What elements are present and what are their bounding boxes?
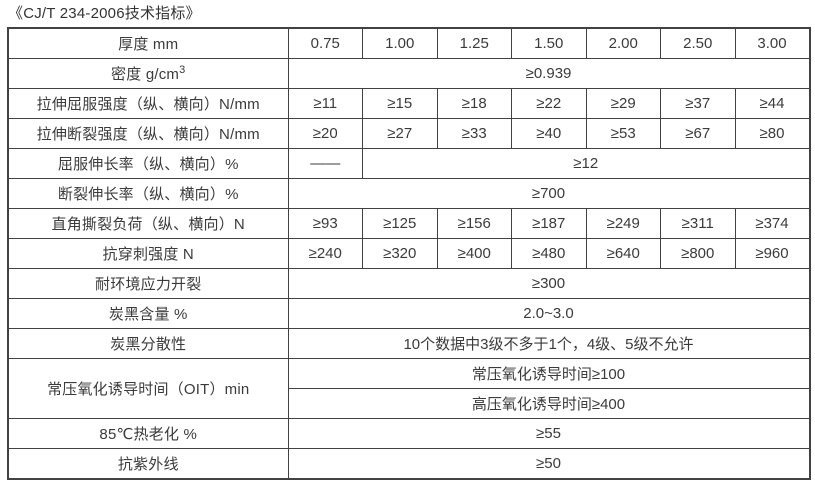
- thickness-value: 0.75: [287, 27, 363, 59]
- row-tensile-yield-strength: 拉伸屈服强度（纵、横向）N/mm ≥11 ≥15 ≥18 ≥22 ≥29 ≥37…: [7, 88, 810, 119]
- row-carbon-black-content: 炭黑含量 % 2.0~3.0: [7, 298, 810, 329]
- thickness-label: 厚度 mm: [7, 27, 289, 59]
- density-label-base: 密度 g/cm: [111, 66, 180, 83]
- tear-load-value: ≥125: [362, 208, 438, 239]
- tensile-break-value: ≥80: [734, 118, 810, 149]
- tensile-yield-value: ≥37: [660, 88, 736, 119]
- tear-load-label: 直角撕裂负荷（纵、横向）N: [7, 208, 289, 239]
- puncture-value: ≥960: [734, 238, 810, 269]
- spec-table: 厚度 mm 0.75 1.00 1.25 1.50 2.00 2.50 3.00…: [7, 27, 811, 480]
- puncture-value: ≥480: [511, 238, 587, 269]
- puncture-value: ≥400: [436, 238, 512, 269]
- tensile-break-value: ≥53: [585, 118, 661, 149]
- tensile-break-value: ≥20: [287, 118, 363, 149]
- row-oit-normal-pressure: 常压氧化诱导时间（OIT）min 常压氧化诱导时间≥100: [7, 358, 810, 419]
- row-density: 密度 g/cm3 ≥0.939: [7, 58, 810, 89]
- puncture-value: ≥240: [287, 238, 363, 269]
- thickness-value: 1.50: [511, 27, 587, 59]
- oit-high-pressure-value: 高压氧化诱导时间≥400: [287, 388, 810, 419]
- oit-label: 常压氧化诱导时间（OIT）min: [7, 358, 289, 419]
- row-tensile-break-strength: 拉伸断裂强度（纵、横向）N/mm ≥20 ≥27 ≥33 ≥40 ≥53 ≥67…: [7, 118, 810, 149]
- tear-load-value: ≥374: [734, 208, 810, 239]
- row-yield-elongation: 屈服伸长率（纵、横向）% —— ≥12: [7, 148, 810, 179]
- uv-resistance-value: ≥50: [287, 448, 810, 480]
- thickness-value: 3.00: [734, 27, 810, 59]
- page-title: 《CJ/T 234-2006技术指标》: [8, 5, 201, 22]
- density-label-superscript: 3: [179, 64, 186, 76]
- row-oit-high-pressure: 高压氧化诱导时间≥400: [8, 388, 810, 419]
- row-carbon-black-dispersion: 炭黑分散性 10个数据中3级不多于1个，4级、5级不允许: [7, 328, 810, 359]
- row-heat-aging: 85℃热老化 % ≥55: [7, 418, 810, 449]
- thickness-value: 1.25: [436, 27, 512, 59]
- row-break-elongation: 断裂伸长率（纵、横向）% ≥700: [7, 178, 810, 209]
- tensile-break-value: ≥67: [660, 118, 736, 149]
- density-label: 密度 g/cm3: [7, 58, 289, 89]
- carbon-black-dispersion-label: 炭黑分散性: [7, 328, 289, 359]
- carbon-black-content-label: 炭黑含量 %: [7, 298, 289, 329]
- tensile-yield-label: 拉伸屈服强度（纵、横向）N/mm: [7, 88, 289, 119]
- thickness-value: 1.00: [362, 27, 438, 59]
- yield-elongation-label: 屈服伸长率（纵、横向）%: [7, 148, 289, 179]
- tear-load-value: ≥249: [585, 208, 661, 239]
- thickness-value: 2.50: [660, 27, 736, 59]
- tensile-yield-value: ≥22: [511, 88, 587, 119]
- tensile-break-value: ≥33: [436, 118, 512, 149]
- tensile-break-value: ≥40: [511, 118, 587, 149]
- carbon-black-dispersion-value: 10个数据中3级不多于1个，4级、5级不允许: [287, 328, 810, 359]
- stress-crack-label: 耐环境应力开裂: [7, 268, 289, 299]
- puncture-value: ≥320: [362, 238, 438, 269]
- row-puncture-resistance: 抗穿刺强度 N ≥240 ≥320 ≥400 ≥480 ≥640 ≥800 ≥9…: [7, 238, 810, 269]
- heat-aging-label: 85℃热老化 %: [7, 418, 289, 449]
- row-uv-resistance: 抗紫外线 ≥50: [7, 448, 810, 480]
- tear-load-value: ≥187: [511, 208, 587, 239]
- tensile-break-label: 拉伸断裂强度（纵、横向）N/mm: [7, 118, 289, 149]
- break-elongation-label: 断裂伸长率（纵、横向）%: [7, 178, 289, 209]
- puncture-value: ≥640: [585, 238, 661, 269]
- yield-elongation-dash: ——: [287, 148, 363, 179]
- break-elongation-value: ≥700: [287, 178, 810, 209]
- heat-aging-value: ≥55: [287, 418, 810, 449]
- tensile-yield-value: ≥15: [362, 88, 438, 119]
- row-right-angle-tear-load: 直角撕裂负荷（纵、横向）N ≥93 ≥125 ≥156 ≥187 ≥249 ≥3…: [7, 208, 810, 239]
- thickness-value: 2.00: [585, 27, 661, 59]
- row-thickness: 厚度 mm 0.75 1.00 1.25 1.50 2.00 2.50 3.00: [7, 27, 810, 59]
- tensile-yield-value: ≥44: [734, 88, 810, 119]
- density-value: ≥0.939: [287, 58, 810, 89]
- tear-load-value: ≥93: [287, 208, 363, 239]
- uv-resistance-label: 抗紫外线: [7, 448, 289, 480]
- tensile-yield-value: ≥11: [287, 88, 363, 119]
- puncture-label: 抗穿刺强度 N: [7, 238, 289, 269]
- oit-normal-pressure-value: 常压氧化诱导时间≥100: [287, 358, 810, 389]
- row-environmental-stress-crack: 耐环境应力开裂 ≥300: [7, 268, 810, 299]
- yield-elongation-value: ≥12: [362, 148, 810, 179]
- puncture-value: ≥800: [660, 238, 736, 269]
- tear-load-value: ≥156: [436, 208, 512, 239]
- tensile-yield-value: ≥18: [436, 88, 512, 119]
- tear-load-value: ≥311: [660, 208, 736, 239]
- stress-crack-value: ≥300: [287, 268, 810, 299]
- carbon-black-content-value: 2.0~3.0: [287, 298, 810, 329]
- tensile-break-value: ≥27: [362, 118, 438, 149]
- tensile-yield-value: ≥29: [585, 88, 661, 119]
